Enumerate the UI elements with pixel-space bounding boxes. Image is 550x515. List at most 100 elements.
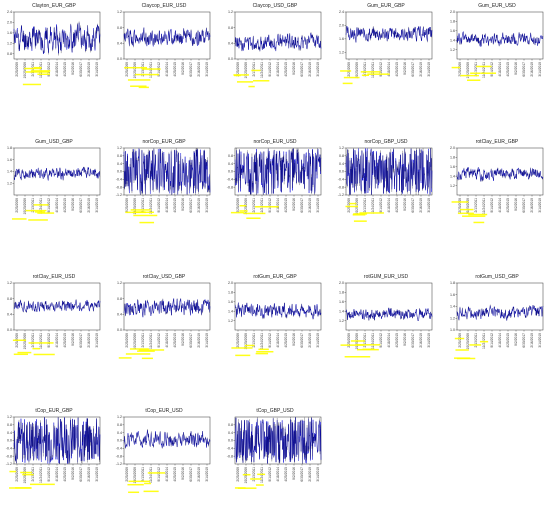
- x-tick-label: 10/20/2009: [466, 333, 470, 350]
- highlight-mark: [127, 483, 144, 486]
- x-tick-label: 2/25/2009: [125, 467, 129, 482]
- chart-title: rotClay_USD_GBP: [142, 274, 186, 280]
- x-tick-label: 4/18/2014: [498, 333, 502, 348]
- highlight-mark: [15, 487, 31, 489]
- y-tick-label: 1.4: [450, 174, 455, 178]
- x-tick-label: 2/16/2019: [308, 333, 312, 348]
- highlight-mark: [243, 212, 266, 215]
- y-tick-label: 1.4: [450, 38, 455, 42]
- x-tick-label: 2/13/2011: [141, 333, 145, 348]
- y-tick-label: 1.8: [450, 20, 455, 24]
- x-tick-label: 4/18/2014: [498, 198, 502, 213]
- x-tick-label: 9/2/2016: [514, 333, 518, 346]
- y-tick-label: 1.2: [450, 48, 455, 52]
- y-tick-label: 1.0: [450, 328, 455, 332]
- x-tick-label: 9/14/2012: [157, 198, 161, 213]
- x-tick-label: 6/30/2017: [189, 467, 193, 482]
- x-tick-label: 9/14/2012: [490, 198, 494, 213]
- x-tick-label: 2/16/2019: [197, 62, 201, 77]
- y-tick-label: -0.4: [116, 178, 122, 182]
- x-tick-label: 6/30/2017: [189, 333, 193, 348]
- y-tick-label: 2.0: [228, 281, 233, 285]
- x-tick-label: 4/25/2015: [173, 62, 177, 77]
- y-tick-label: 1.2: [228, 10, 233, 14]
- x-tick-label: 3/14/2019: [205, 198, 209, 213]
- x-tick-label: 9/14/2012: [490, 62, 494, 77]
- x-tick-label: 2/16/2019: [308, 198, 312, 213]
- x-tick-label: 9/14/2012: [47, 467, 51, 482]
- y-tick-label: 2.4: [339, 10, 344, 14]
- x-tick-label: 3/14/2019: [95, 62, 99, 77]
- x-tick-label: 2/13/2011: [31, 198, 35, 213]
- x-tick-label: 4/18/2014: [387, 198, 391, 213]
- x-tick-label: 2/25/2009: [458, 198, 462, 213]
- y-tick-label: 1.2: [117, 10, 122, 14]
- y-tick-label: 1.6: [339, 37, 344, 41]
- chart-panel: norCop_EUR_USD -0.8 -0.4 0.0 0.4 0.8 2/25/2009…: [225, 139, 325, 239]
- x-tick-label: 9/2/2016: [181, 467, 185, 480]
- highlight-mark: [254, 206, 279, 208]
- x-tick-label: 9/14/2012: [379, 333, 383, 348]
- series-overlay-line: [456, 167, 544, 182]
- x-tick-label: 4/18/2014: [55, 467, 59, 482]
- x-tick-label: 2/13/2011: [141, 198, 145, 213]
- y-tick-label: 0.4: [339, 162, 344, 166]
- x-tick-label: 2/13/2011: [363, 62, 367, 77]
- chart-title: Claycop_EUR_USD: [141, 3, 187, 9]
- x-tick-label: 2/25/2009: [236, 198, 240, 213]
- plot-frame: [456, 11, 544, 60]
- x-tick-label: 2/16/2019: [419, 62, 423, 77]
- x-tick-label: 4/18/2014: [276, 198, 280, 213]
- y-tick-label: -0.8: [116, 454, 122, 458]
- x-tick-label: 6/30/2017: [300, 467, 304, 482]
- series-overlay-line: [234, 32, 322, 52]
- y-tick-label: 0.8: [117, 297, 122, 301]
- y-tick-label: -0.4: [6, 447, 12, 451]
- x-tick-label: 11/24/2011: [39, 333, 43, 349]
- line-chart-svg: 0.0 0.4 0.8 1.2 2/25/2009 10/20/2009 2/13/2011…: [228, 10, 322, 88]
- chart-title: Gum_EUR_USD: [478, 3, 516, 9]
- y-tick-label: 1.4: [339, 309, 344, 313]
- highlight-mark: [257, 473, 266, 476]
- x-tick-label: 3/14/2019: [538, 333, 542, 348]
- y-tick-label: 2.4: [7, 10, 12, 14]
- line-chart-svg: -1.2-0.8-0.40.00.40.81.22/25/200910/20/2…: [6, 415, 101, 489]
- x-tick-label: 9/2/2016: [292, 333, 296, 346]
- highlight-mark: [141, 68, 161, 70]
- y-tick-label: -1.2: [116, 462, 122, 466]
- highlight-mark: [34, 211, 45, 213]
- x-tick-label: 4/18/2014: [276, 467, 280, 482]
- y-tick-label: 0.0: [7, 328, 12, 332]
- series-overlay-line: [234, 147, 322, 196]
- series-overlay-line: [123, 27, 211, 48]
- x-tick-label: 2/16/2019: [197, 198, 201, 213]
- highlight-mark: [246, 217, 261, 219]
- x-tick-label: 2/13/2011: [474, 198, 478, 213]
- x-tick-label: 6/30/2017: [411, 62, 415, 77]
- y-tick-label: 2.0: [7, 21, 12, 25]
- x-tick-label: 2/13/2011: [363, 333, 367, 348]
- highlight-mark: [255, 352, 269, 355]
- highlight-mark: [239, 210, 248, 212]
- highlight-mark: [138, 349, 165, 351]
- highlight-mark: [457, 212, 474, 215]
- chart-panel: tCop_EUR_GBP -1.2 -0.8 -0.4 0.0 0.4 0.8 1.2 2/25…: [4, 408, 104, 508]
- chart-title: tCop_EUR_GBP: [35, 408, 73, 414]
- x-tick-label: 2/16/2019: [419, 198, 423, 213]
- x-tick-label: 4/18/2014: [165, 62, 169, 77]
- x-tick-label: 2/25/2009: [125, 198, 129, 213]
- plot-frame: [345, 282, 433, 331]
- highlight-mark: [355, 344, 381, 346]
- y-tick-label: 0.8: [7, 297, 12, 301]
- line-chart-svg: -0.8-0.40.00.40.82/25/200910/20/20092/13…: [227, 147, 322, 219]
- highlight-mark: [235, 354, 251, 357]
- highlight-mark: [244, 344, 255, 347]
- highlight-mark: [468, 213, 488, 216]
- highlight-mark: [470, 72, 481, 74]
- highlight-mark: [128, 491, 140, 494]
- x-tick-label: 9/14/2012: [157, 467, 161, 482]
- x-tick-label: 4/18/2014: [55, 198, 59, 213]
- chart-panel: Gum_USD_GBP 1.2 1.4 1.6 1.8 2/25/2009 10/20/20…: [4, 139, 104, 239]
